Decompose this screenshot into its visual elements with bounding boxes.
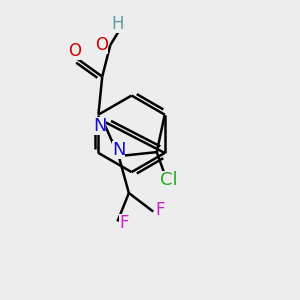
Text: O: O <box>95 36 108 54</box>
Text: N: N <box>93 117 106 135</box>
Text: F: F <box>155 201 164 219</box>
Text: Cl: Cl <box>160 171 178 189</box>
Text: N: N <box>112 141 125 159</box>
Text: H: H <box>112 15 124 33</box>
Text: F: F <box>119 214 129 232</box>
Text: O: O <box>68 42 81 60</box>
